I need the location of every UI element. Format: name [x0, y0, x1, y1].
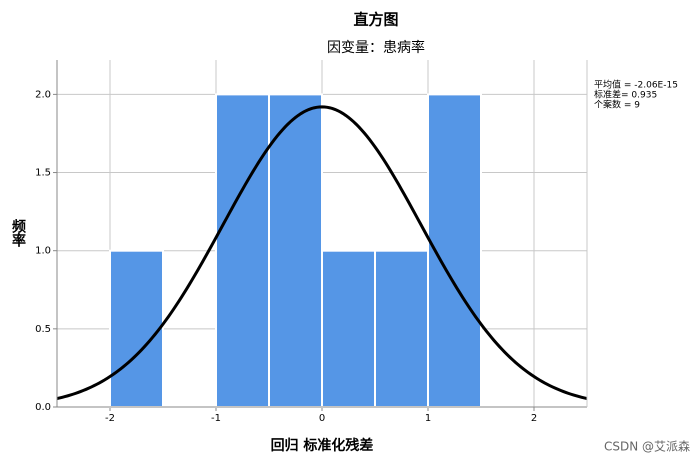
y-tick-label: 1.0 — [35, 246, 51, 257]
x-tick-label: 1 — [425, 413, 431, 424]
stat-mean: 平均值 = -2.06E-15 — [594, 79, 678, 91]
watermark: CSDN @艾派森 — [604, 439, 690, 454]
chart-title: 直方图 — [353, 11, 398, 29]
stat-sd: 标准差= 0.935 — [594, 89, 657, 101]
x-axis-label: 回归 标准化残差 — [271, 437, 374, 454]
y-tick-label: 0.5 — [35, 324, 51, 335]
y-axis-label: 频率 — [10, 218, 26, 248]
y-tick-label: 0.0 — [35, 402, 51, 413]
bar — [215, 93, 270, 408]
x-tick-label: 0 — [319, 413, 325, 424]
bar — [109, 249, 164, 408]
x-tick-label: 2 — [531, 413, 537, 424]
y-tick-label: 1.5 — [35, 168, 51, 179]
y-tick-label: 2.0 — [35, 89, 51, 100]
bar — [268, 93, 323, 408]
bar — [374, 249, 429, 408]
bar — [321, 249, 376, 408]
stat-n: 个案数 = 9 — [594, 99, 640, 111]
x-tick-label: -2 — [105, 413, 115, 424]
x-tick-label: -1 — [211, 413, 221, 424]
chart-subtitle: 因变量：患病率 — [327, 39, 425, 56]
normal-curve — [57, 105, 587, 401]
